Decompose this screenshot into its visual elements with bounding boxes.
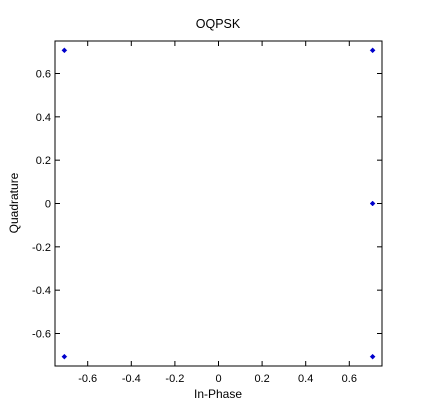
y-tick-label: 0.6 bbox=[36, 69, 51, 81]
y-tick-label: -0.2 bbox=[32, 242, 51, 254]
data-points bbox=[61, 47, 376, 360]
y-tick-label: 0.4 bbox=[36, 112, 51, 124]
x-tick-label: -0.4 bbox=[122, 373, 141, 385]
data-point bbox=[61, 47, 68, 54]
data-point bbox=[369, 47, 376, 54]
y-tick-label: 0 bbox=[45, 199, 51, 211]
x-tick-label: -0.2 bbox=[165, 373, 184, 385]
x-tick-label: 0 bbox=[215, 373, 221, 385]
y-tick-label: -0.4 bbox=[32, 285, 51, 297]
chart-title: OQPSK bbox=[196, 17, 241, 31]
y-axis-label: Quadrature bbox=[7, 172, 21, 233]
y-axis: -0.6 -0.4 -0.2 0 0.2 0.4 0.6 bbox=[32, 69, 382, 341]
x-axis: -0.6 -0.4 -0.2 0 0.2 0.4 0.6 bbox=[78, 41, 357, 385]
data-point bbox=[369, 353, 376, 360]
data-point bbox=[61, 353, 68, 360]
x-tick-label: 0.6 bbox=[342, 373, 357, 385]
data-point bbox=[369, 200, 376, 207]
x-tick-label: 0.4 bbox=[298, 373, 313, 385]
plot-area bbox=[54, 40, 383, 367]
x-tick-label: 0.2 bbox=[254, 373, 269, 385]
x-tick-label: -0.6 bbox=[78, 373, 97, 385]
y-tick-label: -0.6 bbox=[32, 329, 51, 341]
x-axis-label: In-Phase bbox=[194, 387, 242, 401]
y-tick-label: 0.2 bbox=[36, 155, 51, 167]
